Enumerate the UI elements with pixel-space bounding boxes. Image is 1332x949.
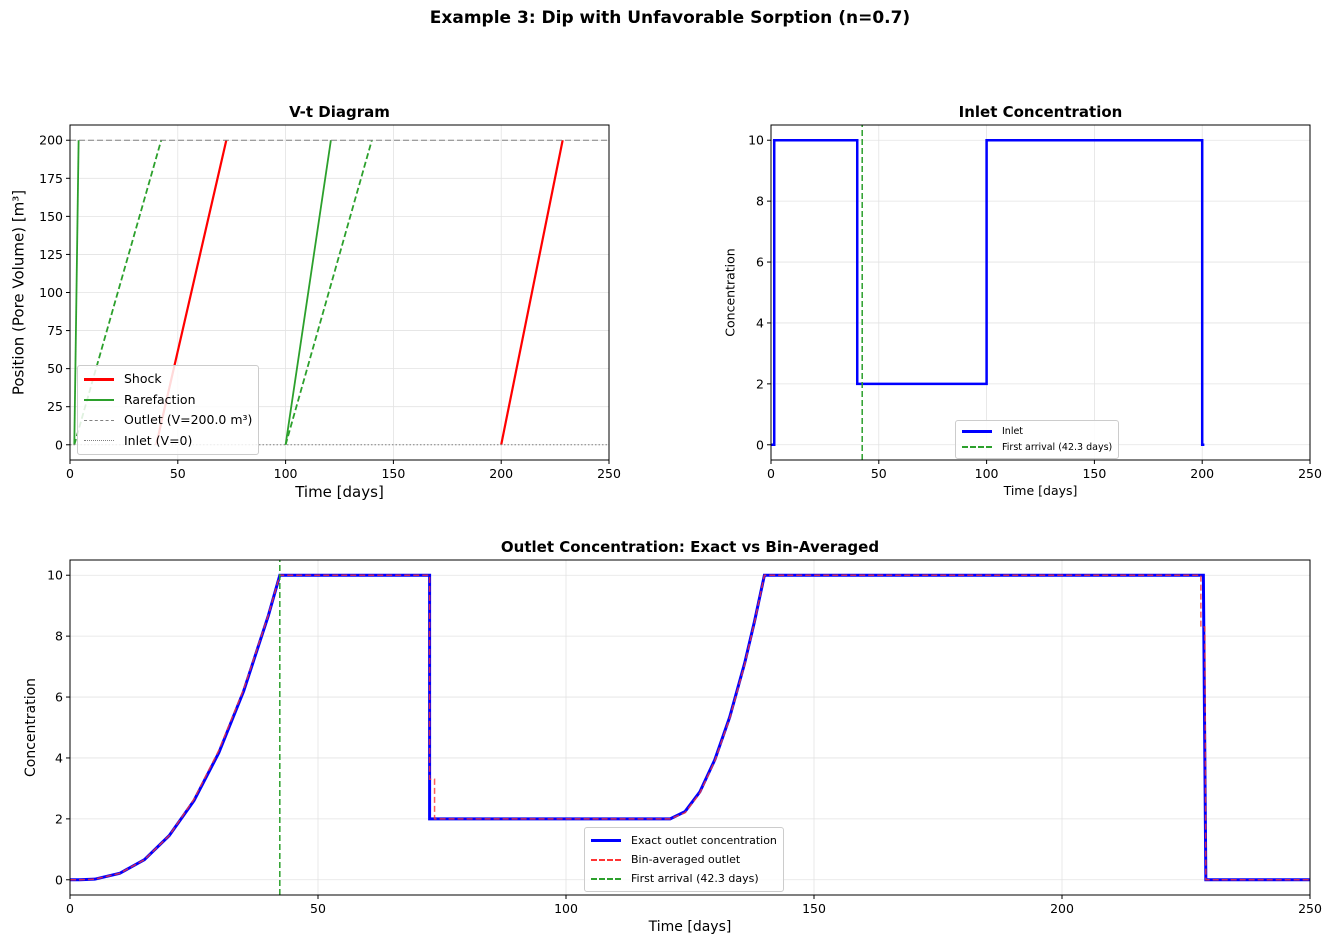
legend-swatch: [962, 446, 992, 449]
inlet-legend: Inlet First arrival (42.3 days): [955, 420, 1120, 459]
y-tick-label: 0: [756, 437, 764, 452]
legend-label: Inlet (V=0): [124, 432, 193, 448]
vt-legend: Shock Rarefaction Outlet (V=200.0 m³) Inlet…: [77, 365, 260, 455]
x-tick-label: 200: [1050, 901, 1074, 916]
x-tick-label: 0: [66, 901, 74, 916]
axes-2: [66, 559, 1311, 899]
chart-title: Outlet Concentration: Exact vs Bin-Avera…: [501, 538, 879, 556]
y-axis-label: Concentration: [23, 678, 39, 777]
x-tick-label: 0: [767, 466, 775, 481]
x-tick-label: 50: [310, 901, 326, 916]
y-tick-label: 10: [47, 568, 63, 583]
y-tick-label: 0: [55, 872, 63, 887]
legend-label: Exact outlet concentration: [631, 834, 777, 847]
legend-entry: Bin-averaged outlet: [591, 850, 777, 869]
legend-label: Shock: [124, 371, 162, 386]
legend-swatch: [591, 877, 621, 880]
y-tick-label: 6: [756, 255, 764, 270]
figure-title: Example 3: Dip with Unfavorable Sorption…: [429, 8, 911, 28]
x-tick-label: 200: [1190, 466, 1214, 481]
legend-entry: Rarefaction: [84, 390, 252, 411]
y-tick-label: 150: [39, 209, 63, 224]
legend-swatch: [962, 430, 992, 434]
y-tick-label: 50: [47, 361, 63, 376]
legend-entry: Shock: [84, 369, 252, 390]
y-tick-label: 6: [55, 690, 63, 705]
legend-label: Outlet (V=200.0 m³): [124, 412, 253, 427]
x-tick-label: 250: [597, 466, 621, 481]
x-tick-label: 100: [975, 466, 999, 481]
legend-entry: First arrival (42.3 days): [591, 869, 777, 888]
axes-1: [767, 124, 1311, 464]
y-tick-label: 2: [756, 376, 764, 391]
legend-label: Rarefaction: [124, 391, 196, 407]
x-tick-label: 150: [381, 466, 405, 481]
x-tick-label: 100: [554, 901, 578, 916]
x-tick-label: 50: [170, 466, 186, 481]
y-tick-label: 175: [39, 171, 63, 186]
x-axis-label: Time [days]: [1003, 483, 1078, 498]
y-tick-label: 75: [47, 323, 63, 338]
series-4-line: [284, 140, 332, 445]
y-axis-label: Concentration: [722, 248, 737, 336]
legend-entry: Outlet (V=200.0 m³): [84, 410, 252, 431]
y-tick-label: 125: [39, 247, 63, 262]
legend-entry: First arrival (42.3 days): [962, 440, 1112, 456]
x-tick-label: 100: [274, 466, 298, 481]
legend-swatch: [591, 858, 621, 861]
x-tick-label: 150: [1082, 466, 1106, 481]
legend-entry: Exact outlet concentration: [591, 831, 777, 850]
x-tick-label: 50: [871, 466, 887, 481]
series-3-line: [73, 139, 163, 446]
x-tick-label: 200: [489, 466, 513, 481]
y-tick-label: 10: [748, 133, 764, 148]
legend-label: First arrival (42.3 days): [631, 872, 759, 885]
legend-label: First arrival (42.3 days): [1002, 441, 1113, 453]
inlet-line: [771, 138, 1205, 447]
x-tick-label: 250: [1298, 466, 1322, 481]
y-axis-label: Position (Pore Volume) [m³]: [9, 190, 27, 395]
y-tick-label: 25: [47, 399, 63, 414]
y-tick-label: 8: [55, 629, 63, 644]
legend-swatch: [84, 419, 114, 421]
legend-swatch: [591, 839, 621, 842]
y-tick-label: 0: [55, 437, 63, 452]
legend-swatch: [84, 377, 114, 381]
y-tick-label: 200: [39, 133, 63, 148]
y-tick-label: 4: [756, 315, 764, 330]
legend-label: Bin-averaged outlet: [631, 853, 741, 866]
bin-averaged-outlet-line: [70, 574, 1310, 881]
axes-0: [66, 124, 610, 464]
chart-title: V-t Diagram: [289, 103, 390, 121]
legend-label: Inlet: [1002, 426, 1024, 437]
x-axis-label: Time [days]: [294, 483, 384, 501]
x-tick-label: 150: [802, 901, 826, 916]
y-tick-label: 8: [756, 194, 764, 209]
legend-swatch: [84, 440, 114, 442]
series-5-line: [284, 139, 373, 446]
legend-entry: Inlet: [962, 424, 1112, 440]
y-tick-label: 2: [55, 811, 63, 826]
chart-title: Inlet Concentration: [959, 103, 1123, 121]
y-tick-label: 100: [39, 285, 63, 300]
legend-swatch: [84, 398, 114, 401]
x-axis-label: Time [days]: [648, 919, 732, 935]
legend-entry: Inlet (V=0): [84, 431, 252, 452]
x-tick-label: 250: [1298, 901, 1322, 916]
x-tick-label: 0: [66, 466, 74, 481]
axes-frame: [770, 124, 1311, 461]
series-1-line: [500, 140, 564, 445]
outlet-legend: Exact outlet concentration Bin-averaged o…: [584, 827, 784, 892]
rarefaction-line: [73, 140, 80, 445]
y-tick-label: 4: [55, 750, 63, 765]
axes-frame: [69, 559, 1311, 896]
